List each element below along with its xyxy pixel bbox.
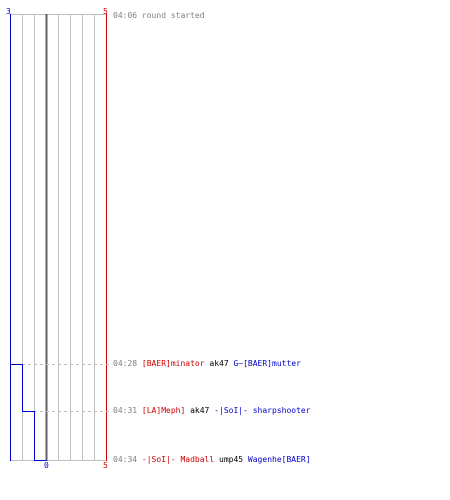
event-killer: [BAER]minator — [141, 359, 205, 368]
left-score-bottom: 0 — [44, 461, 49, 470]
event-kill: 04:28 [BAER]minator ak47 G~[BAER]mutter — [113, 359, 301, 369]
event-round-start: 04:06 round started — [113, 11, 205, 21]
event-killer: [LA]Meph] — [141, 406, 186, 415]
event-victim: -|SoI|- sharpshooter — [214, 406, 311, 415]
event-time: 04:31 — [113, 406, 138, 415]
event-kill: 04:31 [LA]Meph] ak47 -|SoI|- sharpshoote… — [113, 406, 311, 416]
event-message: round started — [141, 11, 205, 20]
event-weapon: ak47 — [190, 406, 210, 415]
event-weapon: ump45 — [219, 455, 244, 464]
event-guides — [22, 364, 110, 412]
event-kill: 04:34 -|SoI|- Madball ump45 Wagenhe[BAER… — [113, 455, 311, 465]
event-time: 04:34 — [113, 455, 138, 464]
right-score-bottom: 5 — [103, 461, 108, 470]
event-victim: Wagenhe[BAER] — [247, 455, 311, 464]
score-step-line — [10, 14, 47, 461]
event-killer: -|SoI|- Madball — [141, 455, 215, 464]
event-time: 04:06 — [113, 11, 138, 20]
event-time: 04:28 — [113, 359, 138, 368]
event-victim: G~[BAER]mutter — [233, 359, 301, 368]
right-score-top: 5 — [103, 7, 108, 16]
grid-lines — [22, 14, 95, 461]
left-score-top: 3 — [6, 7, 11, 16]
event-weapon: ak47 — [209, 359, 229, 368]
